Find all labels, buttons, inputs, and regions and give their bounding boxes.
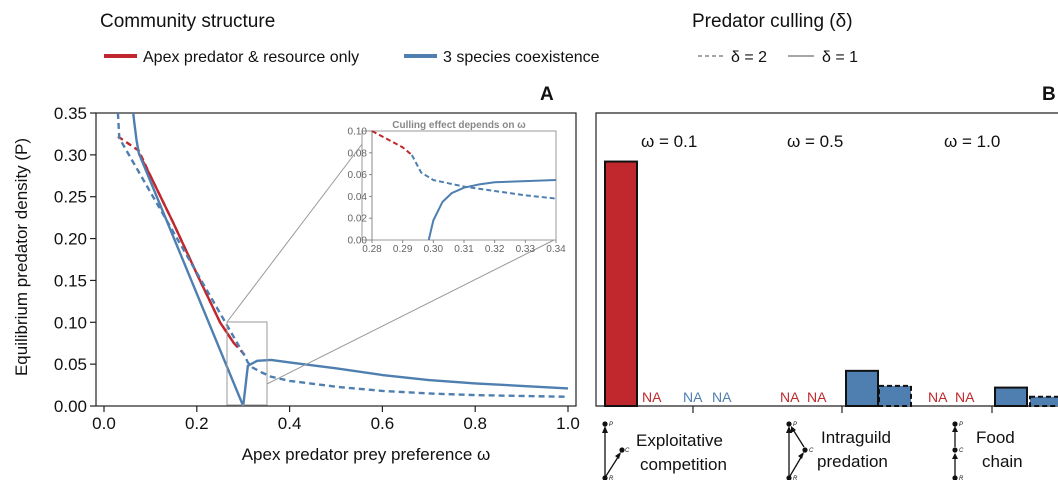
inset-x-tick-label: 0.33 [516,244,536,255]
series-line-coexistence-delta2 [116,113,569,398]
panel-b-bars [604,160,1058,408]
series-line-apex-delta2 [117,135,247,357]
y-tick-label: 0.30 [54,146,87,165]
module-label-line1: Intraguild [821,428,891,447]
node-label-r: R [793,476,798,480]
node-label-p: P [959,422,963,428]
inset-x-tick-label: 0.32 [485,244,505,255]
bar-1.0-delta1 [994,386,1028,407]
food-chain-icon: P C R [952,421,964,480]
inset-title: Culling effect depends on ω [392,120,526,131]
inset-x-tick-label: 0.30 [424,244,444,255]
panel-a-frame [95,112,577,407]
module-intraguild-predation: P C R Intraguild predation [786,421,891,480]
inset-x-tick-label: 0.31 [454,244,474,255]
x-tick-label: 1.0 [556,414,580,433]
inset-x-tick-label: 0.28 [362,244,382,255]
inset-y-tick-label: 0.00 [348,236,368,247]
inset-series-line [427,179,557,241]
inset-series-line [410,154,557,200]
y-tick-label: 0.15 [54,271,87,290]
node-label-p: P [609,422,613,428]
intraguild-predation-icon: P C R [786,421,814,480]
panel-b-frame [595,112,1058,407]
panel-a-y-axis: 0.00 0.05 0.10 0.15 0.20 0.25 0.30 0.35 [54,104,96,416]
community-legend-title: Community structure [100,11,275,32]
node-label-p: P [793,422,797,428]
culling-legend-title: Predator culling (δ) [692,11,853,32]
inset-axes: 0.28 0.29 0.30 0.31 0.32 0.33 0.34 0.00 0.02 0.04… [348,127,567,256]
node-label-r: R [609,476,614,480]
na-label: NA [955,389,975,405]
node-label-c: C [959,448,964,454]
legend-label-coexistence: 3 species coexistence [443,49,600,66]
inset-x-tick-label: 0.29 [393,244,413,255]
panel-a-ylabel: Equilibrium predator density (P) [12,138,31,376]
panel-a-xlabel: Apex predator prey preference ω [242,445,491,464]
node-label-r: R [959,476,964,480]
module-label-line2: chain [982,452,1023,471]
bar-0.5-delta1 [845,369,879,407]
module-label-line2: predation [817,452,888,471]
zoom-connector-bottom [266,239,555,385]
zoom-connector-top [226,130,373,323]
omega-label-0.1: ω = 0.1 [641,132,697,151]
na-label: NA [642,389,662,405]
na-label: NA [807,389,827,405]
panel-a-series [116,113,569,406]
y-tick-label: 0.00 [54,397,87,416]
panel-b-letter: B [1042,84,1056,105]
bar-1.0-delta2 [1029,395,1058,408]
x-tick-label: 0.2 [185,414,209,433]
x-tick-label: 0.6 [371,414,395,433]
series-line-coexistence-delta1 [132,113,569,406]
na-label: NA [683,389,703,405]
module-label-line1: Food [976,428,1015,447]
inset-y-tick-label: 0.02 [348,214,368,225]
y-tick-label: 0.05 [54,355,87,374]
inset-series [371,130,557,241]
x-tick-label: 0.4 [278,414,302,433]
na-label: NA [928,389,948,405]
panel-a-x-axis: 0.0 0.2 0.4 0.6 0.8 1.0 [92,406,580,433]
legend-label-apex: Apex predator & resource only [143,49,359,66]
panel-b-na-labels: NA NA NA NA NA NA NA [642,389,975,405]
module-label-line1: Exploitative [636,431,723,450]
inset-series-line [371,130,413,156]
x-tick-label: 0.0 [92,414,116,433]
module-label-line2: competition [640,455,727,474]
legend-label-delta2: δ = 2 [731,49,767,66]
na-label: NA [780,389,800,405]
bar-0.5-delta2 [878,384,912,407]
na-label: NA [712,389,732,405]
inset-y-tick-label: 0.08 [348,148,368,159]
inset-y-tick-label: 0.10 [348,127,368,138]
exploitative-competition-icon: P C R [602,421,630,480]
zoom-region-box [226,321,268,406]
inset-x-tick-label: 0.34 [546,244,566,255]
node-label-c: C [625,448,630,454]
legend-label-delta1: δ = 1 [822,49,858,66]
y-tick-label: 0.35 [54,104,87,123]
omega-label-0.5: ω = 0.5 [787,132,843,151]
module-food-chain: P C R Food chain [952,421,1023,480]
y-tick-label: 0.10 [54,313,87,332]
series-line-apex-delta1 [137,152,235,344]
inset-y-tick-label: 0.04 [348,192,368,203]
x-tick-label: 0.8 [463,414,487,433]
module-exploitative-competition: P C R Exploitative competition [602,421,727,480]
y-tick-label: 0.25 [54,188,87,207]
bar-0.1-delta1 [604,160,638,407]
panel-a-letter: A [540,84,554,105]
y-tick-label: 0.20 [54,230,87,249]
omega-label-1.0: ω = 1.0 [944,132,1000,151]
node-label-c: C [809,448,814,454]
inset-y-tick-label: 0.06 [348,170,368,181]
